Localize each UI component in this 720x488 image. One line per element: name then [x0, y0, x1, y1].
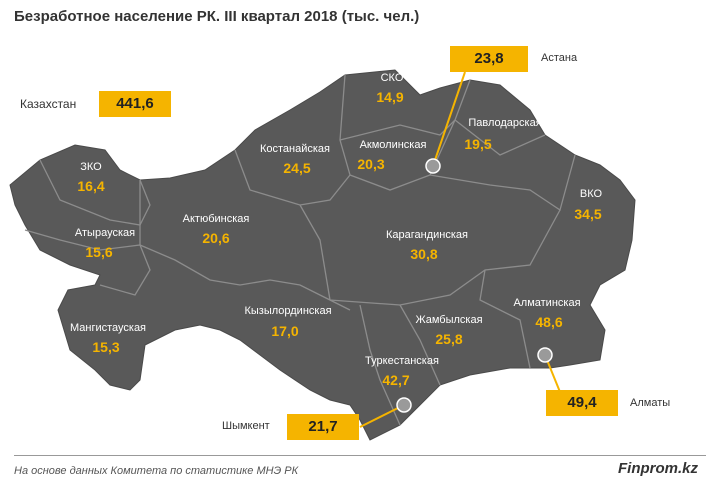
region-label-kyzylorda: Кызылординская — [244, 305, 332, 317]
shymkent-label: Шымкент — [222, 420, 270, 432]
shymkent-pointer — [359, 404, 405, 428]
shymkent-marker — [396, 397, 412, 413]
region-value-mangistau: 15,3 — [92, 339, 120, 355]
region-label-almaty-region: Алматинская — [513, 297, 581, 309]
almaty-value-box: 49,4 — [546, 390, 618, 416]
shymkent-value-box: 21,7 — [287, 414, 359, 440]
region-value-turkestan: 42,7 — [382, 372, 410, 388]
almaty-label: Алматы — [630, 397, 671, 409]
region-value-kyzylorda: 17,0 — [271, 323, 299, 339]
region-value-zhambyl: 25,8 — [435, 331, 463, 347]
region-value-kostanay: 24,5 — [283, 160, 311, 176]
region-value-aktobe: 20,6 — [202, 230, 230, 246]
region-label-pavlodar: Павлодарская — [468, 117, 542, 129]
region-label-turkestan: Туркестанская — [365, 355, 439, 367]
region-value-sko: 14,9 — [376, 89, 404, 105]
region-value-almaty-region: 48,6 — [535, 314, 563, 330]
astana-pointer — [432, 71, 466, 167]
source-note: На основе данных Комитета по статистике … — [14, 465, 299, 477]
region-value-zko: 16,4 — [77, 178, 105, 194]
region-value-karaganda: 30,8 — [410, 246, 438, 262]
region-borders — [24, 74, 576, 426]
region-value-akmola: 20,3 — [357, 156, 385, 172]
region-label-zko: ЗКО — [80, 161, 102, 173]
region-label-akmola: Акмолинская — [359, 139, 427, 151]
region-label-mangistau: Мангистауская — [69, 322, 147, 334]
astana-marker — [425, 158, 441, 174]
region-value-pavlodar: 19,5 — [464, 136, 492, 152]
total-label: Казахстан — [20, 97, 77, 111]
total-value-box: 441,6 — [99, 91, 171, 117]
region-value-vko: 34,5 — [574, 206, 602, 222]
region-label-vko: ВКО — [579, 188, 603, 200]
region-label-kostanay: Костанайская — [259, 143, 331, 155]
footer-divider — [14, 455, 706, 456]
region-label-atyrau: Атырауская — [74, 227, 136, 239]
region-label-aktobe: Актюбинская — [182, 213, 250, 225]
region-label-karaganda: Карагандинская — [386, 229, 468, 241]
almaty-marker — [537, 347, 553, 363]
astana-value-box: 23,8 — [450, 46, 528, 72]
map-title: Безработное население РК. III квартал 20… — [14, 8, 420, 25]
region-label-zhambyl: Жамбылская — [415, 314, 483, 326]
brand-logo: Finprom.kz — [617, 460, 698, 477]
region-label-sko: СКО — [380, 72, 404, 84]
astana-label: Астана — [541, 52, 578, 64]
region-value-atyrau: 15,6 — [85, 244, 113, 260]
